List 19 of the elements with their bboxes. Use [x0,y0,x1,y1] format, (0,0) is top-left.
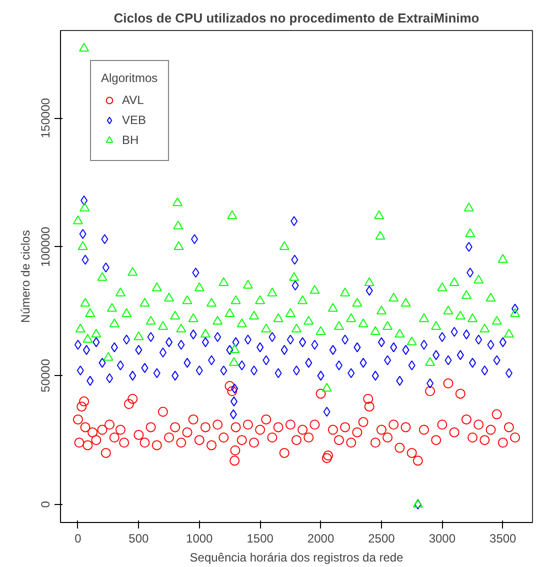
x-tick-label: 1000 [186,532,214,546]
y-axis-title: Número de ciclos [18,230,32,323]
x-tick-label: 2000 [307,532,334,546]
x-tick-label: 3000 [428,532,456,546]
x-tick-label: 3500 [490,532,517,546]
legend-label: VEB [122,113,146,127]
legend-title: Algoritmos [101,71,158,85]
x-axis-title: Sequência horária dos registros da rede [190,550,404,564]
y-tick-label: 50000 [38,358,52,392]
y-tick-label: 150000 [38,98,52,138]
y-tick-label: 0 [38,500,52,508]
x-tick-label: 1500 [246,532,274,546]
chart-title: Ciclos de CPU utilizados no procedimento de ExtraiMinimo [114,10,480,26]
x-tick-label: 0 [74,532,82,546]
y-tick-label: 100000 [38,226,52,267]
legend-label: BH [122,133,140,147]
x-tick-label: 2500 [368,532,396,546]
x-tick-label: 500 [128,532,150,546]
legend-label: AVL [122,93,144,107]
